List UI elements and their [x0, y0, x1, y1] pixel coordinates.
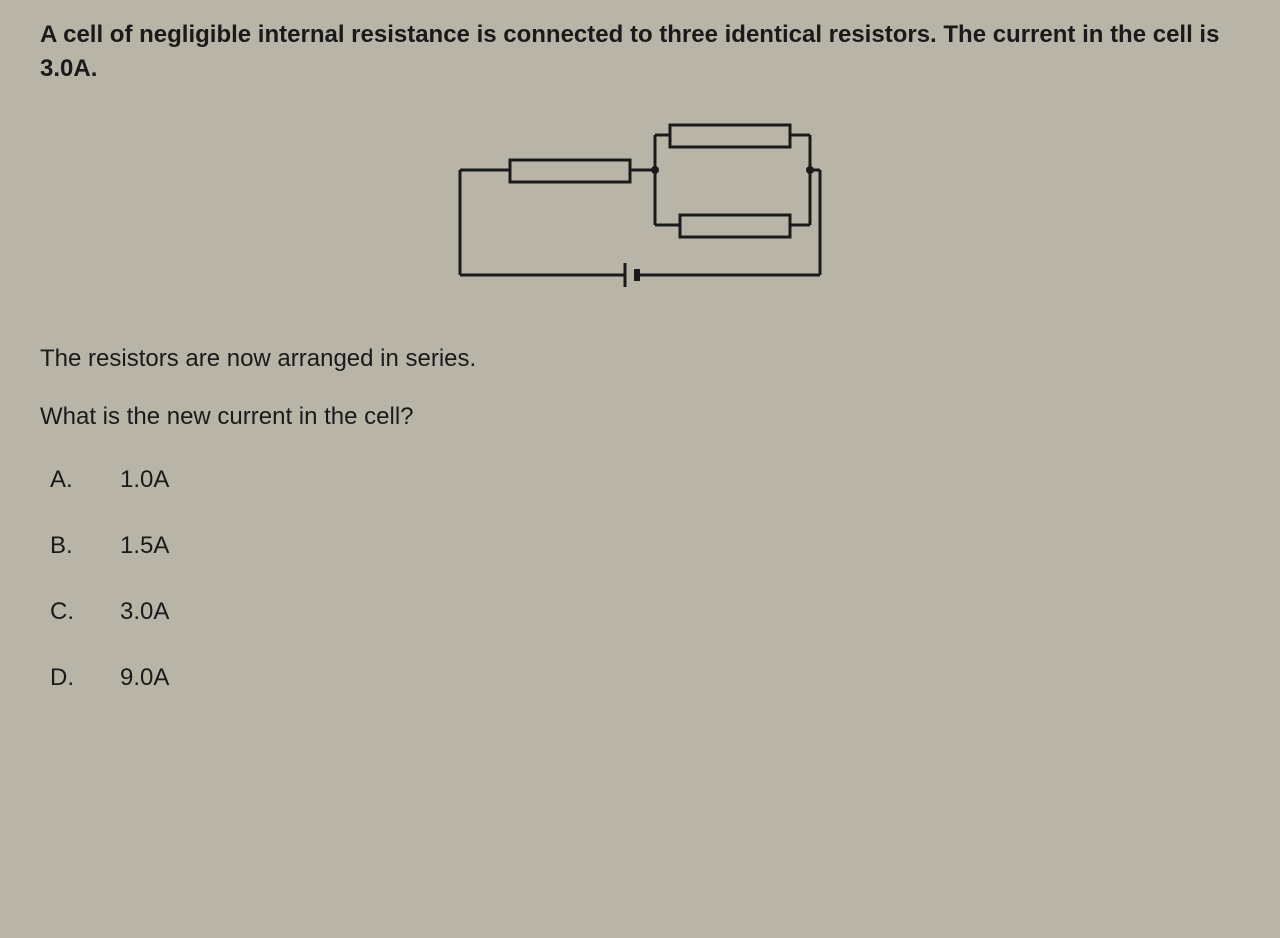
option-letter: B.	[50, 532, 120, 560]
option-value: 1.0A	[120, 466, 169, 494]
circuit-diagram	[440, 115, 840, 305]
option-c: C. 3.0A	[50, 598, 1240, 626]
options-list: A. 1.0A B. 1.5A C. 3.0A D. 9.0A	[40, 466, 1240, 692]
option-a: A. 1.0A	[50, 466, 1240, 494]
option-b: B. 1.5A	[50, 532, 1240, 560]
question-intro: A cell of negligible internal resistance…	[40, 18, 1240, 85]
option-value: 9.0A	[120, 664, 169, 692]
option-value: 1.5A	[120, 532, 169, 560]
option-letter: D.	[50, 664, 120, 692]
option-value: 3.0A	[120, 598, 169, 626]
circuit-diagram-container	[40, 115, 1240, 305]
option-letter: C.	[50, 598, 120, 626]
option-d: D. 9.0A	[50, 664, 1240, 692]
option-letter: A.	[50, 466, 120, 494]
prompt: What is the new current in the cell?	[40, 403, 1240, 431]
sub-statement: The resistors are now arranged in series…	[40, 345, 1240, 373]
